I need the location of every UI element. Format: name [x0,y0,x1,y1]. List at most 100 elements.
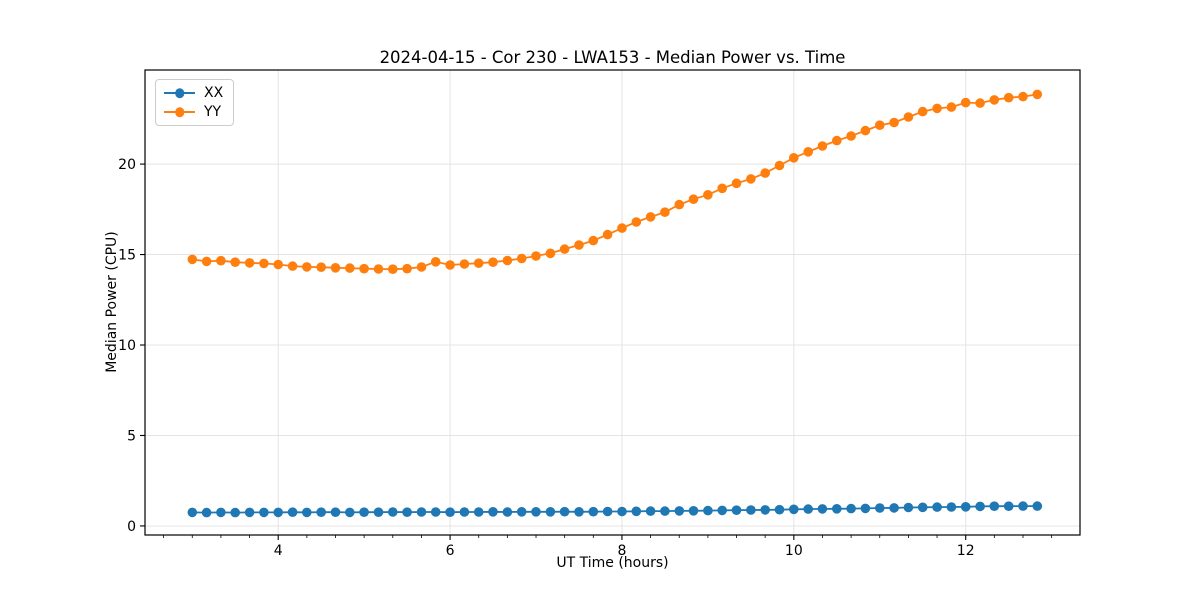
data-point-xx [631,506,642,517]
data-point-yy [1003,92,1014,103]
data-point-xx [559,506,570,517]
data-point-yy [631,217,642,227]
data-point-yy [932,103,942,114]
data-point-yy [273,259,284,270]
data-point-xx [187,507,198,518]
legend-line-sample-yy [164,107,195,117]
data-point-xx [201,507,212,518]
legend-label-yy: YY [204,104,222,120]
data-point-xx [917,502,928,513]
data-point-yy [903,112,914,122]
data-point-yy [846,131,856,141]
data-point-xx [789,504,799,515]
data-point-xx [903,502,914,513]
data-point-xx [316,507,327,517]
data-point-xx [516,507,527,517]
data-point-yy [516,253,527,264]
x-tick-label: 12 [957,543,975,559]
data-point-yy [688,194,699,204]
data-point-yy [774,160,785,171]
data-point-xx [674,506,685,516]
data-point-yy [789,153,799,163]
data-point-xx [602,506,613,517]
data-point-xx [473,507,484,517]
data-point-xx [703,505,713,516]
chart-title: 2024-04-15 - Cor 230 - LWA153 - Median P… [379,48,846,67]
data-point-xx [373,507,384,517]
data-point-xx [588,506,599,517]
data-point-yy [731,178,742,189]
data-point-yy [416,262,427,272]
legend-marker-yy [174,107,185,117]
data-point-yy [502,255,513,266]
data-point-xx [817,504,828,514]
data-point-yy [345,263,355,273]
data-point-xx [989,501,1000,512]
y-tick-label: 20 [118,157,136,173]
data-point-yy [602,229,613,240]
data-point-xx [1032,501,1043,511]
data-point-xx [760,505,770,515]
data-point-xx [946,502,957,512]
data-point-yy [259,258,269,269]
data-point-xx [574,507,584,517]
legend-marker-xx [174,88,185,98]
y-tick-label: 0 [127,519,136,535]
data-point-xx [445,507,455,517]
x-tick-label: 8 [617,543,626,559]
data-point-yy [617,223,627,233]
data-point-yy [230,257,240,268]
data-point-xx [259,507,269,518]
data-point-xx [688,506,699,516]
data-point-xx [932,502,942,512]
data-point-yy [946,102,957,112]
data-point-xx [660,506,670,516]
data-point-yy [373,264,384,274]
data-point-yy [302,262,312,272]
y-tick-label: 5 [127,428,136,444]
data-point-xx [502,507,513,517]
data-point-xx [230,507,240,518]
data-point-xx [803,504,813,514]
data-point-yy [574,240,584,250]
data-point-xx [889,503,899,513]
data-point-xx [402,507,412,517]
data-point-xx [832,504,842,514]
data-point-xx [287,507,298,517]
x-axis-label: UT Time (hours) [556,555,669,571]
legend-item-xx: XX [164,86,223,100]
data-point-xx [1003,501,1014,512]
data-point-yy [889,117,899,128]
data-point-yy [588,235,599,246]
data-point-xx [975,501,985,512]
data-point-yy [559,244,570,254]
x-tick-label: 4 [274,543,283,559]
data-point-yy [989,95,1000,105]
data-point-xx [731,505,742,515]
data-point-xx [244,507,255,518]
data-point-yy [445,260,455,270]
data-point-xx [531,507,541,517]
data-point-yy [316,262,327,273]
y-tick-label: 10 [118,338,136,354]
data-point-xx [359,507,369,517]
data-point-yy [330,263,341,273]
data-point-yy [1018,91,1028,102]
legend: XX YY [155,79,235,126]
data-point-yy [488,257,498,268]
data-point-yy [746,174,756,184]
data-point-yy [388,264,398,275]
data-point-yy [473,258,484,269]
data-point-xx [960,502,971,512]
data-point-yy [244,258,255,268]
data-point-yy [703,190,713,200]
data-point-yy [359,263,369,274]
data-point-yy [545,248,556,259]
y-axis-label: Median Power (CPU) [104,231,120,373]
data-point-xx [545,507,556,517]
data-point-yy [201,256,212,267]
data-point-yy [817,141,828,151]
legend-label-xx: XX [204,85,224,101]
data-point-yy [674,199,685,210]
